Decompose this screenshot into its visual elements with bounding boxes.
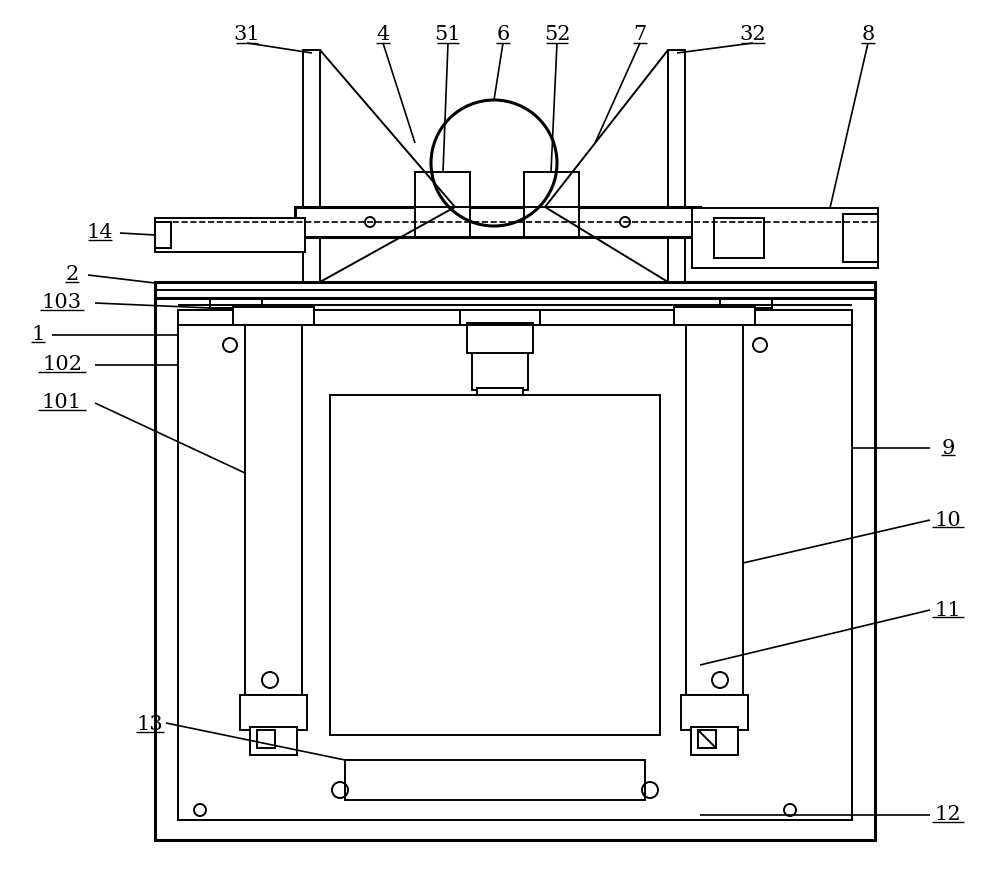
Bar <box>155 282 875 298</box>
Bar <box>467 323 533 353</box>
Bar <box>524 172 579 237</box>
Text: 1: 1 <box>31 326 45 345</box>
Text: 11: 11 <box>935 600 961 620</box>
Bar <box>210 293 262 308</box>
Bar <box>472 325 528 390</box>
Text: 102: 102 <box>42 355 82 374</box>
Bar <box>477 388 523 438</box>
Bar <box>415 172 470 237</box>
Bar <box>240 695 307 730</box>
Bar <box>686 325 743 695</box>
Text: 31: 31 <box>234 26 260 45</box>
Bar <box>698 730 716 748</box>
Text: 8: 8 <box>861 26 875 45</box>
Bar <box>691 727 738 755</box>
Text: 10: 10 <box>935 511 961 530</box>
Text: 4: 4 <box>376 26 390 45</box>
Bar <box>668 50 685 282</box>
Bar <box>178 310 852 820</box>
Bar <box>843 214 878 262</box>
Text: 6: 6 <box>496 26 510 45</box>
Bar <box>303 50 320 282</box>
Bar <box>330 395 660 735</box>
Text: 9: 9 <box>941 438 955 457</box>
Bar <box>720 293 772 308</box>
Text: 101: 101 <box>42 394 82 413</box>
Bar <box>257 730 275 748</box>
Bar <box>250 727 297 755</box>
Bar <box>460 310 540 325</box>
Text: 13: 13 <box>137 715 163 735</box>
Bar <box>155 222 171 248</box>
Text: 52: 52 <box>544 26 570 45</box>
Text: 103: 103 <box>42 294 82 313</box>
Text: 51: 51 <box>435 26 461 45</box>
Bar <box>155 290 875 840</box>
Bar <box>295 207 700 237</box>
Bar <box>233 307 314 325</box>
Text: 2: 2 <box>65 265 79 285</box>
Text: 14: 14 <box>87 223 113 243</box>
Bar <box>155 218 305 252</box>
Bar <box>245 325 302 695</box>
Text: 7: 7 <box>633 26 647 45</box>
Text: 12: 12 <box>935 805 961 824</box>
Bar <box>345 760 645 800</box>
Bar <box>464 436 536 450</box>
Text: 32: 32 <box>740 26 766 45</box>
Bar <box>714 218 764 258</box>
Bar <box>681 695 748 730</box>
Bar <box>674 307 755 325</box>
Bar <box>692 208 878 268</box>
